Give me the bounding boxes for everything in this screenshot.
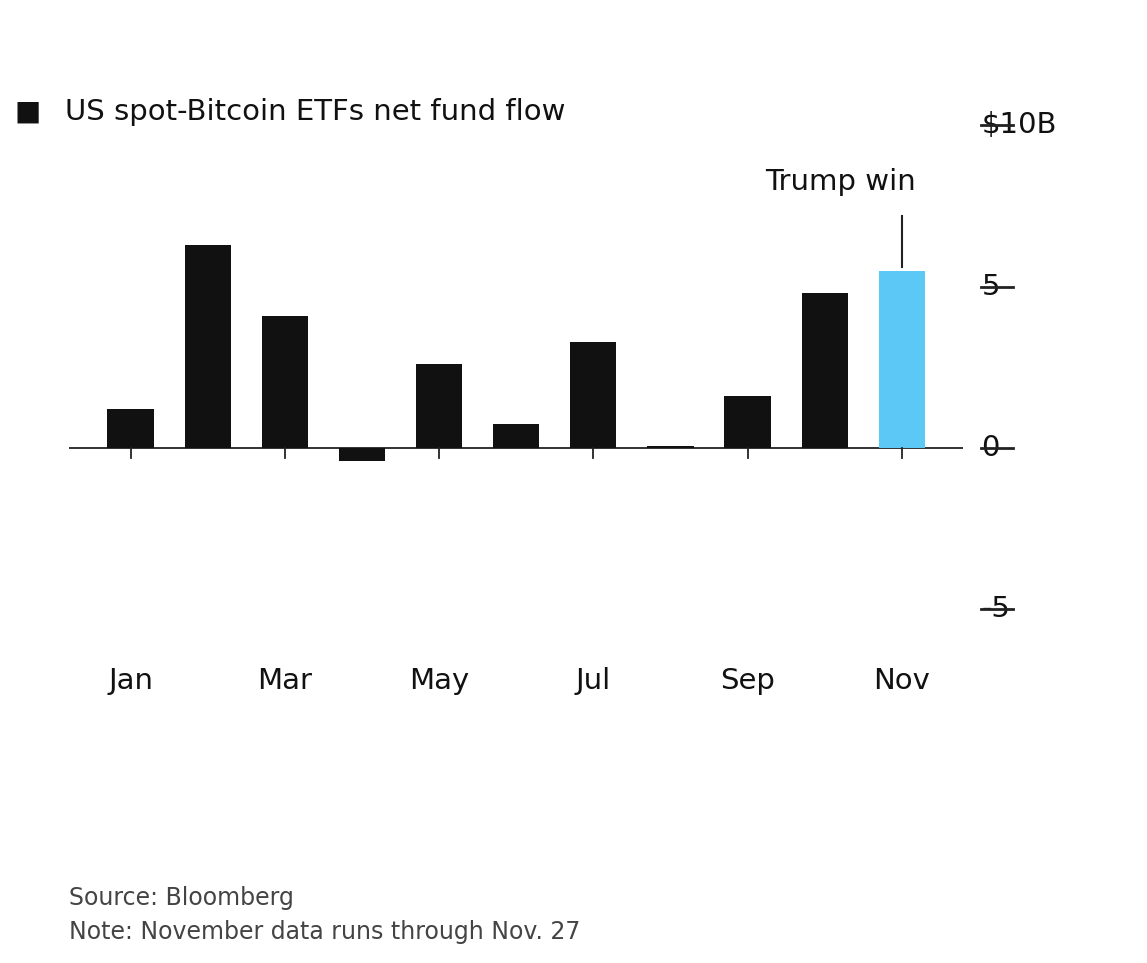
Text: ■: ■ <box>15 98 41 126</box>
Text: US spot-Bitcoin ETFs net fund flow: US spot-Bitcoin ETFs net fund flow <box>65 98 565 126</box>
Bar <box>647 447 694 448</box>
Bar <box>725 397 771 448</box>
Text: Jan: Jan <box>108 667 153 695</box>
Text: -5: -5 <box>982 595 1011 623</box>
Text: $10B: $10B <box>982 112 1056 140</box>
Bar <box>108 409 154 448</box>
Bar <box>185 245 231 448</box>
Bar <box>879 271 924 448</box>
Text: May: May <box>408 667 469 695</box>
Text: 0: 0 <box>982 434 1000 462</box>
Bar <box>802 293 848 448</box>
Bar <box>338 448 385 461</box>
Text: Source: Bloomberg
Note: November data runs through Nov. 27: Source: Bloomberg Note: November data ru… <box>69 886 580 944</box>
Text: Sep: Sep <box>720 667 775 695</box>
Text: Jul: Jul <box>576 667 611 695</box>
Text: Mar: Mar <box>257 667 312 695</box>
Text: Trump win: Trump win <box>765 169 915 196</box>
Bar <box>493 424 539 448</box>
Bar <box>262 316 307 448</box>
Bar <box>570 342 616 448</box>
Bar <box>416 364 462 448</box>
Text: Nov: Nov <box>873 667 930 695</box>
Text: 5: 5 <box>982 273 1000 300</box>
